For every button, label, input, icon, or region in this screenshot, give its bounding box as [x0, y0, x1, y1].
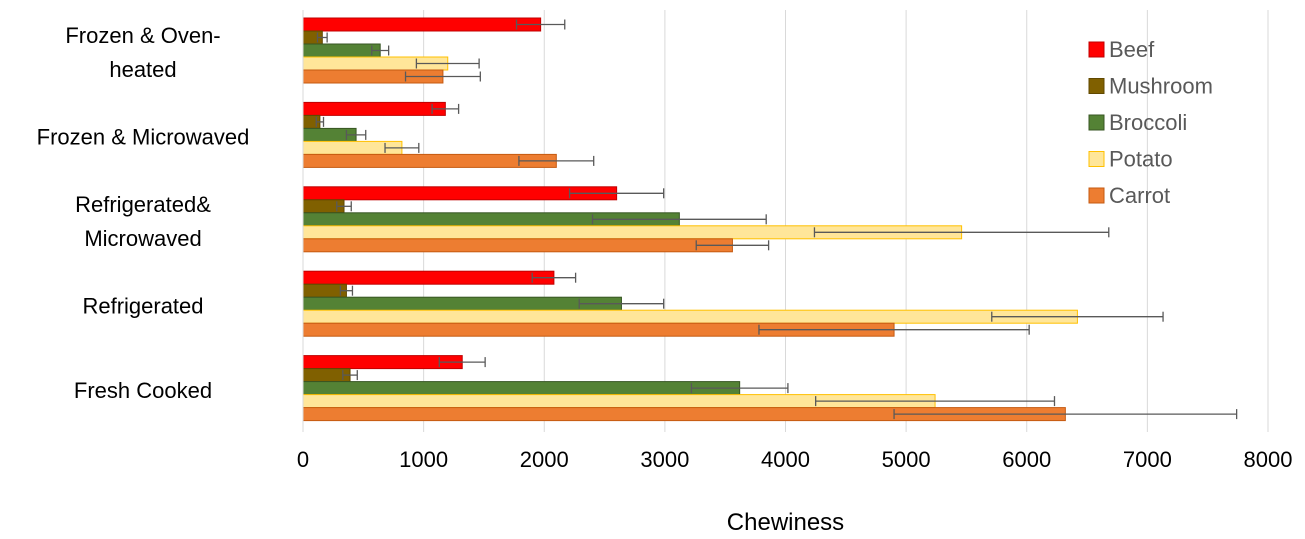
category-label-line: Frozen & Microwaved: [37, 125, 250, 150]
error-bar-mushroom: [315, 116, 325, 127]
x-tick-label: 8000: [1244, 447, 1293, 472]
error-bar-broccoli: [690, 383, 789, 394]
legend-item-carrot: Carrot: [1088, 183, 1170, 208]
legend-label: Carrot: [1109, 183, 1170, 208]
legend-swatch: [1088, 114, 1105, 131]
x-axis-title: Chewiness: [727, 509, 844, 536]
legend: Beef Mushroom Broccoli Potato Carrot: [1088, 37, 1213, 208]
category-label-line: Refrigerated&: [75, 192, 211, 217]
error-bar-beef: [568, 188, 665, 199]
error-bar-mushroom: [339, 285, 354, 296]
category-label: Frozen & Microwaved: [37, 125, 250, 150]
error-bar-beef: [431, 103, 460, 114]
legend-swatch: [1088, 41, 1105, 58]
legend-swatch: [1088, 78, 1105, 94]
error-bar-carrot: [695, 240, 770, 251]
category-label: Refrigerated: [82, 293, 203, 318]
bars: [302, 17, 1078, 422]
bar-beef: [302, 101, 446, 116]
error-bar-mushroom: [336, 201, 352, 212]
legend-item-broccoli: Broccoli: [1088, 110, 1187, 135]
x-tick-label: 7000: [1123, 447, 1172, 472]
legend-item-mushroom: Mushroom: [1088, 74, 1213, 99]
bar-carrot: [302, 238, 733, 253]
error-bar-mushroom: [316, 32, 328, 43]
legend-label: Potato: [1109, 147, 1173, 172]
legend-swatch: [1088, 151, 1105, 167]
legend-label: Broccoli: [1109, 110, 1187, 135]
error-bar-potato: [991, 311, 1164, 322]
x-tick-label: 2000: [520, 447, 569, 472]
x-tick-label: 0: [297, 447, 309, 472]
x-tick-label: 3000: [640, 447, 689, 472]
error-bar-beef: [531, 272, 577, 283]
error-bar-broccoli: [345, 129, 367, 140]
value-axis-ticks: 0 1000 2000 3000 4000 5000 6000 7000 8000: [297, 447, 1293, 472]
bar-beef: [302, 17, 542, 32]
legend-label: Beef: [1109, 37, 1155, 62]
error-bar-carrot: [893, 409, 1238, 420]
category-label-line: heated: [109, 57, 176, 82]
error-bar-carrot: [758, 324, 1030, 335]
error-bar-potato: [815, 396, 1056, 407]
error-bars: [315, 19, 1238, 420]
x-tick-label: 1000: [399, 447, 448, 472]
category-label-line: Frozen & Oven-: [65, 23, 220, 48]
error-bar-mushroom: [342, 370, 358, 381]
category-axis: Frozen & Oven-heated Frozen & Microwaved R…: [37, 10, 304, 432]
category-label: Frozen & Oven-heated: [65, 23, 220, 82]
category-label-line: Microwaved: [84, 226, 201, 251]
x-tick-label: 6000: [1002, 447, 1051, 472]
error-bar-broccoli: [371, 45, 390, 56]
x-tick-label: 5000: [882, 447, 931, 472]
legend-item-potato: Potato: [1088, 147, 1173, 172]
error-bar-potato: [415, 58, 480, 69]
bar-broccoli: [302, 43, 381, 58]
category-label-line: Refrigerated: [82, 293, 203, 318]
error-bar-potato: [813, 227, 1110, 238]
category-label: Fresh Cooked: [74, 378, 212, 403]
bar-beef: [302, 355, 463, 370]
error-bar-carrot: [518, 155, 595, 166]
error-bar-broccoli: [578, 298, 665, 309]
bar-beef: [302, 270, 555, 285]
legend-label: Mushroom: [1109, 74, 1213, 99]
error-bar-carrot: [404, 71, 481, 82]
error-bar-beef: [438, 357, 486, 368]
error-bar-beef: [515, 19, 566, 30]
bar-potato: [302, 309, 1078, 324]
legend-item-beef: Beef: [1088, 37, 1155, 62]
legend-swatch: [1088, 187, 1105, 204]
bar-broccoli: [302, 296, 622, 311]
bar-broccoli: [302, 381, 741, 396]
error-bar-broccoli: [591, 214, 767, 225]
category-label: Refrigerated& Microwaved: [75, 192, 211, 251]
x-tick-label: 4000: [761, 447, 810, 472]
error-bar-potato: [384, 142, 420, 153]
category-label-line: Fresh Cooked: [74, 378, 212, 403]
